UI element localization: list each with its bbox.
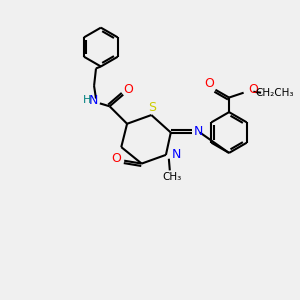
Text: O: O <box>248 83 258 96</box>
Text: CH₃: CH₃ <box>162 172 182 182</box>
Text: O: O <box>205 77 214 91</box>
Text: S: S <box>148 101 156 114</box>
Text: O: O <box>123 83 133 96</box>
Text: N: N <box>88 94 98 107</box>
Text: N: N <box>193 125 203 138</box>
Text: N: N <box>172 148 181 161</box>
Text: H: H <box>83 95 91 106</box>
Text: O: O <box>112 152 121 165</box>
Text: CH₂CH₃: CH₂CH₃ <box>255 88 294 98</box>
